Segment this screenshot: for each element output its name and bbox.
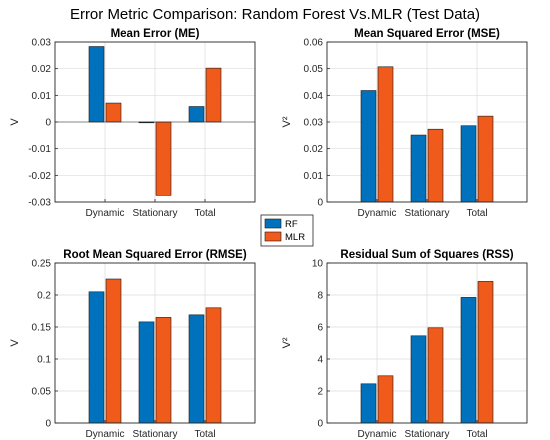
- panel-mse-bar-mlr-total: [477, 115, 494, 203]
- panel-rss-ytick-label: 8: [317, 291, 323, 302]
- panel-mse-ylabel: V²: [281, 116, 293, 127]
- figure-title: Error Metric Comparison: Random Forest V…: [70, 6, 480, 23]
- panel-rmse-ytick-label: 0: [45, 419, 51, 430]
- panel-rss-title: Residual Sum of Squares (RSS): [340, 249, 513, 261]
- panel-mse-xtick-label: Dynamic: [358, 208, 397, 219]
- panel-rss-ytick-label: 6: [317, 323, 323, 334]
- panel-me-ytick-label: 0: [45, 118, 51, 129]
- panel-me-title: Mean Error (ME): [111, 28, 200, 40]
- panel-rmse-bar-mlr-dynamic: [105, 278, 122, 424]
- panel-rss-bar-rf-dynamic: [360, 383, 377, 424]
- panel-me-bar-mlr-dynamic: [105, 102, 122, 123]
- panel-rss-bar-mlr-dynamic: [377, 375, 394, 424]
- panel-mse-title: Mean Squared Error (MSE): [354, 28, 500, 40]
- panel-rss-bar-mlr-stationary: [427, 327, 444, 424]
- panel-me-xtick-label: Stationary: [132, 208, 177, 219]
- panel-me-ytick-label: 0.02: [32, 64, 52, 75]
- panel-mse-xtick-label: Total: [466, 208, 487, 219]
- panel-rmse-title: Root Mean Squared Error (RMSE): [63, 249, 247, 261]
- panel-rmse-ytick-label: 0.15: [32, 323, 52, 334]
- panel-mse-bar-rf-total: [460, 125, 477, 203]
- panel-rss-ytick-label: 10: [312, 259, 324, 270]
- panel-rmse: 0 0.05 0.1 0.15 0.2 0.25 Dynamic Stationary Tota…: [9, 249, 256, 440]
- panel-rmse-bar-rf-total: [188, 314, 205, 424]
- panel-rmse-bar-mlr-stationary: [155, 317, 172, 424]
- panel-me-ytick-label: -0.03: [28, 198, 51, 209]
- panel-rmse-xtick-label: Dynamic: [86, 429, 125, 440]
- panel-rss-ytick-label: 4: [317, 355, 323, 366]
- panel-me-bar-rf-total: [188, 106, 205, 123]
- panel-rss-xtick-label: Stationary: [404, 429, 449, 440]
- panel-mse-ytick-label: 0.05: [304, 64, 324, 75]
- panel-me-ytick-label: 0.03: [32, 38, 52, 49]
- panel-mse-ytick-label: 0.01: [304, 171, 324, 182]
- panel-rmse-bar-rf-stationary: [138, 321, 155, 424]
- panel-rss-bar-rf-stationary: [410, 335, 427, 424]
- panel-rss-ytick-label: 2: [317, 387, 323, 398]
- panel-mse-ytick-label: 0.02: [304, 144, 324, 155]
- panel-me-ytick-label: -0.01: [28, 144, 51, 155]
- panel-me-ytick-label: -0.02: [28, 171, 51, 182]
- legend-swatch-mlr: [264, 231, 282, 242]
- panel-rmse-bar-mlr-total: [205, 307, 222, 424]
- panel-me: -0.03 -0.02 -0.01 0 0.01 0.02 0.03 Dynamic Stati…: [9, 28, 256, 219]
- panel-me-ytick-label: 0.01: [32, 91, 52, 102]
- panel-mse-bar-mlr-stationary: [427, 128, 444, 203]
- panel-me-xtick-label: Total: [194, 208, 215, 219]
- panel-rss-xtick-label: Total: [466, 429, 487, 440]
- subplot-grid: -0.03 -0.02 -0.01 0 0.01 0.02 0.03 Dynamic Stati…: [9, 28, 528, 440]
- panel-mse-ytick-label: 0.04: [304, 91, 324, 102]
- panel-me-bar-mlr-stationary: [155, 121, 172, 196]
- panel-mse-ytick-label: 0.03: [304, 118, 324, 129]
- panel-mse-xtick-label: Stationary: [404, 208, 449, 219]
- panel-me-xtick-label: Dynamic: [86, 208, 125, 219]
- panel-rmse-ytick-label: 0.2: [37, 291, 51, 302]
- panel-rmse-ylabel: V: [9, 339, 21, 347]
- panel-rmse-ytick-label: 0.1: [37, 355, 51, 366]
- panel-mse-bar-rf-stationary: [410, 134, 427, 203]
- panel-rmse-ytick-label: 0.25: [32, 259, 52, 270]
- legend: RF MLR: [260, 214, 314, 247]
- panel-mse-ytick-label: 0: [317, 198, 323, 209]
- panel-mse-ytick-label: 0.06: [304, 38, 324, 49]
- panel-mse: 0 0.01 0.02 0.03 0.04 0.05 0.06 Dynamic Stationa…: [281, 28, 528, 219]
- panel-rss-ytick-label: 0: [317, 419, 323, 430]
- panel-rss: 0 2 4 6 8 10 Dynamic Stationary Total Residual Su…: [281, 249, 528, 440]
- legend-label-mlr: MLR: [285, 232, 305, 243]
- panel-rmse-ytick-label: 0.05: [32, 387, 52, 398]
- panel-mse-bar-mlr-dynamic: [377, 66, 394, 203]
- panel-rmse-xtick-label: Stationary: [132, 429, 177, 440]
- panel-me-bar-mlr-total: [205, 67, 222, 123]
- panel-rss-xtick-label: Dynamic: [358, 429, 397, 440]
- panel-me-bar-rf-dynamic: [88, 46, 105, 123]
- panel-mse-bar-rf-dynamic: [360, 90, 377, 203]
- panel-rss-bar-mlr-total: [477, 281, 494, 424]
- panel-rmse-xtick-label: Total: [194, 429, 215, 440]
- panel-me-ylabel: V: [9, 118, 21, 126]
- panel-rss-ylabel: V²: [281, 337, 293, 348]
- legend-swatch-rf: [264, 218, 282, 229]
- legend-label-rf: RF: [285, 219, 298, 230]
- panel-rss-bar-rf-total: [460, 297, 477, 424]
- panel-rmse-bar-rf-dynamic: [88, 291, 105, 424]
